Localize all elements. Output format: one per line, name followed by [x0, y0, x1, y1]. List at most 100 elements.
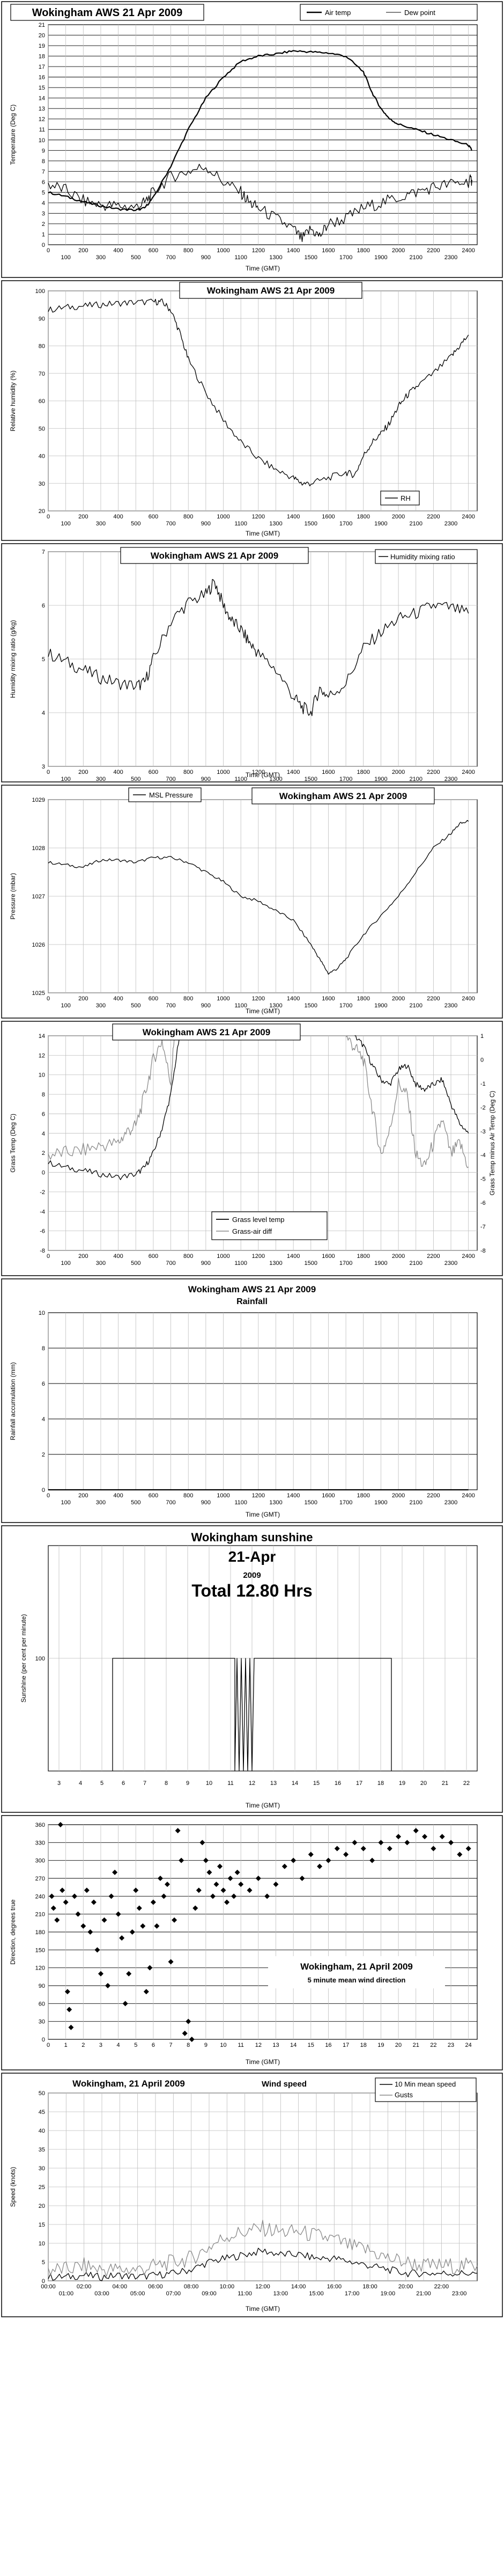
data-point: [217, 1863, 223, 1869]
y-tick-label: 270: [35, 1876, 45, 1882]
y2-tick-label: -5: [480, 1176, 486, 1183]
y-tick-label: -4: [40, 1209, 45, 1215]
x-tick-label: 1200: [252, 1253, 265, 1260]
data-point: [186, 2018, 191, 2024]
y-tick-label: 13: [39, 106, 45, 112]
x-tick-label: 2400: [462, 1492, 475, 1499]
x-tick-label: 100: [61, 1002, 70, 1009]
x-tick-label: 0: [47, 2042, 50, 2048]
y-tick-label: 2: [42, 1150, 45, 1157]
y2-tick-label: -1: [480, 1081, 486, 1087]
axis-ticks: 1025 1026 1027 1028 1029 0 200 400 600 800 1000 120…: [32, 797, 475, 1009]
x-tick-label: 13: [270, 1780, 277, 1787]
legend-label-dew-point: Dew point: [404, 9, 435, 17]
x-tick-label: 2000: [392, 996, 405, 1002]
plot-area: [48, 24, 478, 245]
x-tick-label: 00:00: [41, 2284, 56, 2290]
y-tick-label: 8: [42, 158, 45, 165]
x-tick-label: 11: [227, 1780, 233, 1787]
x-tick-label: 15: [308, 2042, 314, 2048]
x-tick-label: 21: [413, 2042, 419, 2048]
y-tick-label: 60: [39, 398, 45, 405]
data-point: [64, 1989, 70, 1995]
x-tick-label: 500: [131, 776, 140, 782]
x-tick-label: 1400: [287, 996, 300, 1002]
x-tick-label: 7: [143, 1780, 146, 1787]
x-tick-label: 04:00: [113, 2284, 128, 2290]
x-tick-label: 0: [47, 1253, 50, 1260]
y-tick-label: 21: [39, 22, 45, 28]
data-point: [227, 1876, 233, 1881]
y-tick-label: 120: [35, 1965, 45, 1972]
chart-title: Wokingham AWS 21 Apr 2009: [207, 286, 335, 296]
series-line: [48, 1035, 175, 1160]
legend-label-msl-pressure: MSL Pressure: [149, 791, 193, 799]
x-tick-label: 2300: [444, 1499, 457, 1506]
x-tick-label: 700: [166, 1499, 175, 1506]
x-tick-label: 1200: [252, 769, 265, 775]
y-tick-label: 20: [39, 33, 45, 39]
x-tick-label: 1100: [234, 521, 247, 527]
x-tick-label: 2000: [392, 1492, 405, 1499]
data-point: [291, 1857, 297, 1863]
data-series: [112, 1658, 392, 1772]
x-tick-label: 1800: [357, 247, 370, 254]
x-tick-label: 1100: [234, 254, 247, 261]
data-point: [136, 1905, 142, 1911]
y-tick-label: 360: [35, 1822, 45, 1828]
y2-tick-label: -7: [480, 1224, 486, 1231]
y-tick-label: -6: [40, 1228, 45, 1235]
chart-subtitle-date: 21-Apr: [228, 1548, 276, 1565]
x-tick-label: 400: [113, 769, 123, 775]
y-tick-label: 30: [39, 2019, 45, 2025]
data-point: [439, 1834, 445, 1840]
x-tick-label: 500: [131, 1260, 140, 1267]
x-tick-label: 13: [272, 2042, 279, 2048]
data-point: [126, 1971, 132, 1977]
gridlines: [48, 799, 477, 993]
y-tick-label: 80: [39, 343, 45, 350]
y-tick-label: 6: [42, 179, 45, 186]
y-tick-label: 1026: [32, 942, 45, 948]
x-tick-label: 700: [166, 1002, 175, 1009]
y-tick-label: 6: [42, 603, 45, 609]
x-tick-label: 0: [47, 996, 50, 1002]
title-box: [120, 547, 309, 564]
data-point: [50, 1905, 56, 1911]
x-tick-label: 2000: [392, 1253, 405, 1260]
x-tick-label: 1400: [287, 1492, 300, 1499]
x-tick-label: 1700: [339, 1260, 352, 1267]
x-tick-label: 01:00: [59, 2290, 74, 2297]
x-tick-label: 1: [64, 2042, 68, 2048]
x-tick-label: 1600: [322, 1492, 335, 1499]
x-tick-label: 21:00: [416, 2290, 431, 2297]
x-tick-label: 11: [238, 2042, 243, 2048]
legend-label-mixing-ratio: Humidity mixing ratio: [390, 553, 455, 561]
x-tick-label: 1800: [357, 769, 370, 775]
x-tick-label: 1000: [217, 514, 229, 520]
x-tick-label: 06:00: [148, 2284, 163, 2290]
data-series: [48, 2220, 478, 2281]
x-tick-label: 1200: [252, 1492, 265, 1499]
x-tick-label: 100: [61, 776, 70, 782]
series-line: [48, 164, 472, 242]
x-tick-label: 22: [463, 1780, 470, 1787]
y-tick-label: 3: [42, 764, 45, 770]
chart-title: Wokingham AWS 21 Apr 2009: [151, 551, 278, 561]
x-tick-label: 19: [399, 1780, 405, 1787]
x-tick-label: 100: [61, 1260, 70, 1267]
x-tick-label: 200: [78, 1253, 88, 1260]
y-tick-label: 8: [42, 1345, 45, 1352]
y-tick-label: 100: [35, 1656, 45, 1662]
x-tick-label: 19:00: [381, 2290, 396, 2297]
chart-title: Wokingham sunshine: [191, 1531, 313, 1544]
x-tick-label: 1000: [217, 1492, 229, 1499]
x-tick-label: 1200: [252, 514, 265, 520]
y2-tick-label: -8: [480, 1248, 486, 1254]
x-tick-label: 1400: [287, 769, 300, 775]
data-point: [87, 1929, 93, 1935]
x-tick-label: 1100: [234, 1499, 247, 1506]
